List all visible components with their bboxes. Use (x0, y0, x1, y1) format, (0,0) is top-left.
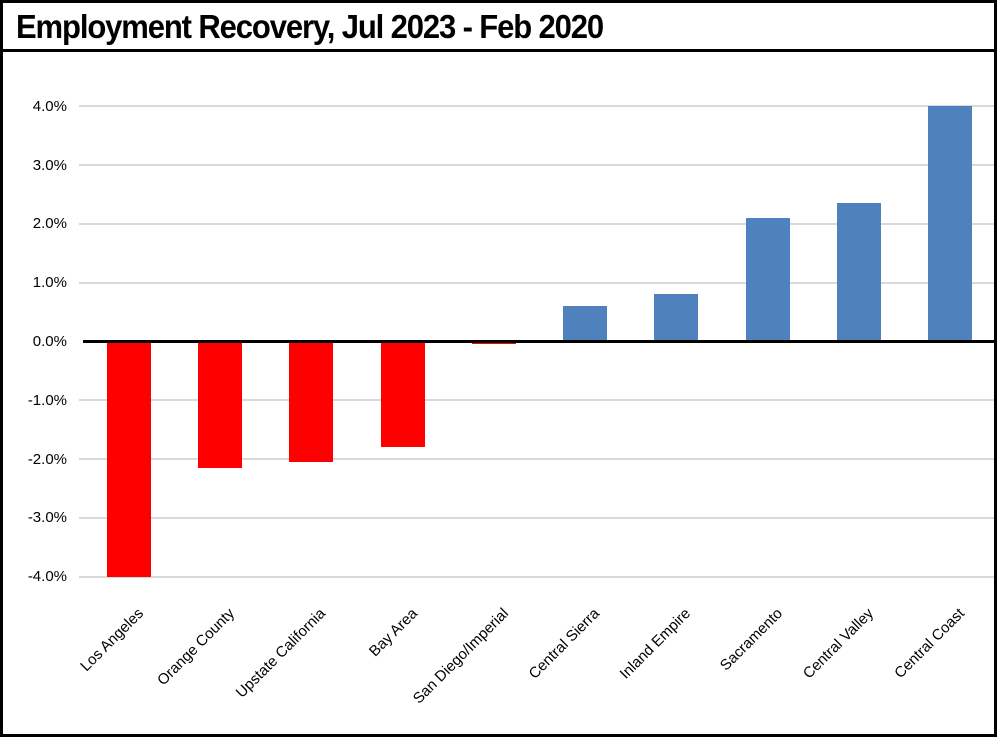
gridline (79, 458, 994, 461)
bar-sacramento (745, 218, 790, 342)
gridline (79, 281, 994, 284)
bar-bay-area (380, 341, 425, 448)
bar-orange-county (197, 341, 242, 468)
y-axis-tick-label: 0.0% (32, 333, 67, 350)
bar-central-coast (928, 106, 973, 342)
bar-los-angeles (106, 341, 151, 577)
zero-axis-line (83, 340, 994, 343)
y-axis-tick-label: 2.0% (32, 215, 67, 233)
bar-central-sierra (563, 306, 608, 342)
bar-upstate-california (289, 341, 334, 463)
bar-central-valley (837, 203, 882, 342)
y-axis-tick-label: 4.0% (32, 97, 67, 115)
y-axis-tick-label: 1.0% (32, 274, 67, 292)
gridline (79, 105, 994, 108)
plot-area: 4.0% 3.0% 2.0% 1.0% 0.0% -1.0% -2.0% -3.0% -4.0%… (3, 3, 994, 734)
gridline (79, 164, 994, 167)
y-axis-tick-label: -1.0% (27, 391, 67, 409)
y-axis-tick-label: -3.0% (27, 509, 67, 527)
bar-inland-empire (654, 294, 699, 342)
title-divider-line (3, 49, 994, 52)
y-axis-tick-label: -2.0% (27, 450, 67, 468)
gridline (79, 399, 994, 402)
chart-title: Employment Recovery, Jul 2023 - Feb 2020 (16, 8, 604, 45)
y-axis-tick-label: 3.0% (32, 156, 67, 174)
gridline (79, 575, 994, 578)
gridline (79, 516, 994, 519)
y-axis-tick-label: -4.0% (27, 568, 67, 586)
gridline (79, 222, 994, 225)
